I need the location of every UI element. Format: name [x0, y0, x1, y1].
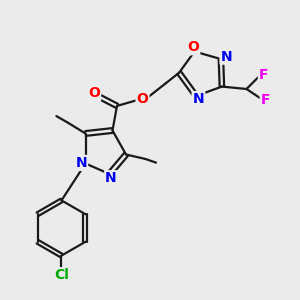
Text: F: F [259, 68, 268, 82]
Text: O: O [188, 40, 199, 54]
Text: methyl: methyl [61, 118, 66, 119]
Text: N: N [193, 92, 204, 106]
Text: N: N [76, 156, 87, 170]
Text: O: O [136, 92, 148, 106]
Text: Cl: Cl [54, 268, 69, 282]
Text: O: O [88, 86, 100, 100]
Text: N: N [105, 171, 117, 185]
Text: N: N [220, 50, 232, 64]
Text: F: F [261, 93, 270, 107]
